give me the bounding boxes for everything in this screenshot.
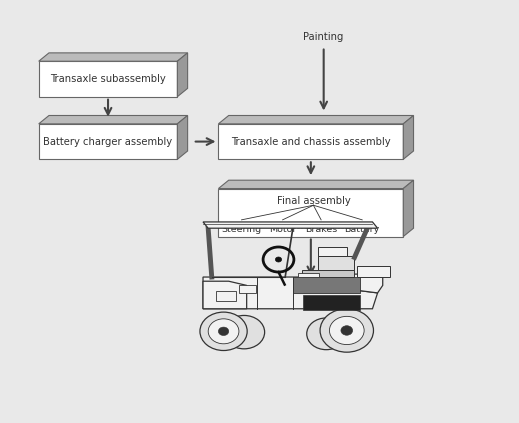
Text: Final assembly: Final assembly	[277, 196, 350, 206]
Polygon shape	[293, 277, 360, 293]
Polygon shape	[403, 115, 414, 159]
Polygon shape	[177, 53, 187, 97]
Circle shape	[224, 316, 265, 349]
Polygon shape	[403, 180, 414, 236]
Text: Transaxle and chassis assembly: Transaxle and chassis assembly	[231, 137, 391, 147]
Polygon shape	[39, 61, 177, 97]
Polygon shape	[203, 222, 378, 228]
Circle shape	[330, 316, 364, 345]
Circle shape	[276, 257, 282, 262]
Text: Motor: Motor	[269, 225, 296, 234]
Circle shape	[218, 327, 229, 335]
Circle shape	[200, 312, 247, 351]
Text: Battery charger assembly: Battery charger assembly	[44, 137, 173, 147]
Polygon shape	[177, 115, 187, 159]
Polygon shape	[218, 180, 414, 189]
Circle shape	[208, 319, 239, 344]
Polygon shape	[298, 273, 319, 277]
Polygon shape	[39, 53, 187, 61]
Polygon shape	[303, 295, 360, 310]
Text: Battery: Battery	[345, 225, 380, 234]
Polygon shape	[357, 266, 390, 277]
Polygon shape	[218, 124, 403, 159]
Polygon shape	[203, 277, 378, 309]
Polygon shape	[302, 270, 354, 277]
Polygon shape	[319, 274, 383, 293]
Polygon shape	[218, 189, 403, 236]
Polygon shape	[218, 115, 414, 124]
Polygon shape	[39, 124, 177, 159]
Text: Painting: Painting	[304, 33, 344, 42]
Text: Transaxle subassembly: Transaxle subassembly	[50, 74, 166, 84]
Polygon shape	[239, 285, 256, 293]
Text: Steering: Steering	[222, 225, 262, 234]
Circle shape	[320, 309, 374, 352]
Circle shape	[307, 318, 346, 350]
Polygon shape	[318, 247, 347, 256]
Polygon shape	[203, 281, 247, 309]
Polygon shape	[216, 291, 236, 301]
Polygon shape	[39, 115, 187, 124]
Circle shape	[341, 326, 352, 335]
Polygon shape	[318, 256, 354, 270]
Text: Brakes: Brakes	[305, 225, 337, 234]
